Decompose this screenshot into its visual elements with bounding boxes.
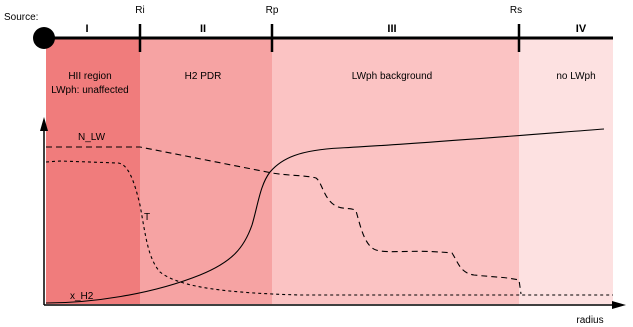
region-i-label-line-2: LWph: unaffected [51, 85, 128, 96]
region-ii-background [140, 38, 272, 304]
region-backgrounds [46, 38, 613, 304]
y-axis-arrowhead [40, 117, 48, 131]
x-h2-curve [45, 128, 605, 304]
region-i-numeral: I [85, 23, 88, 35]
region-i-label-line-1: HII region [68, 71, 111, 82]
boundary-ticks [138, 24, 521, 52]
n-lw-curve [46, 146, 522, 295]
source-label: Source: [4, 12, 38, 23]
x-axis-label: radius [576, 315, 603, 326]
x-axis-arrowhead [612, 301, 626, 309]
region-iv-numeral: IV [576, 23, 587, 35]
region-iv-background [519, 38, 613, 304]
region-iii-numeral: III [387, 23, 396, 35]
region-iv-label: no LWph [556, 71, 595, 82]
region-i-background [46, 38, 140, 304]
region-ii-numeral: II [200, 23, 206, 35]
region-iii-label: LWph background [352, 71, 432, 82]
boundary-rs-label: Rs [510, 5, 522, 16]
source-dot [33, 27, 55, 49]
boundary-rp-label: Rp [266, 5, 279, 16]
t-curve [45, 160, 613, 296]
region-iii-background [272, 38, 519, 304]
x-h2-curve-label: x_H2 [70, 291, 94, 302]
boundary-ri-label: Ri [135, 5, 144, 16]
region-ii-label: H2 PDR [185, 71, 222, 82]
t-curve-label: T [144, 212, 150, 223]
n-lw-curve-label: N_LW [78, 132, 106, 143]
